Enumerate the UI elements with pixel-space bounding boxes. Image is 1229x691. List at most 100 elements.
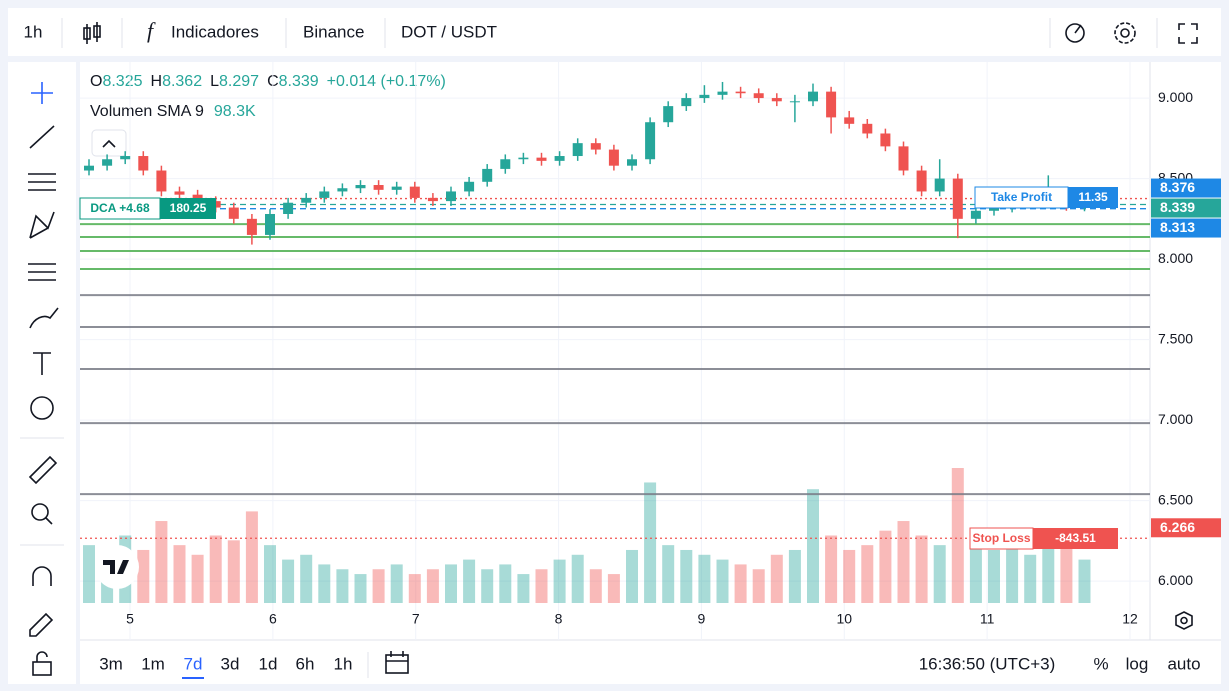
chevron <box>102 139 116 148</box>
candle-body <box>84 165 94 171</box>
volume-name: Volumen SMA 9 <box>90 103 204 120</box>
volume-bar <box>988 549 1000 603</box>
ohlc-key: L <box>210 73 219 90</box>
candle-body <box>808 91 818 102</box>
volume-bar <box>481 569 494 603</box>
chart-settings-button[interactable] <box>1175 611 1193 630</box>
volume-bar <box>499 564 512 603</box>
candle-body <box>916 170 927 192</box>
volume-bar <box>173 545 186 603</box>
volume-bar <box>716 559 729 603</box>
candle-body <box>934 178 945 192</box>
volume-bar <box>408 574 421 603</box>
volume-bar <box>607 574 620 603</box>
ohlc-value: 8.325 <box>102 73 142 90</box>
volume-bar <box>209 535 222 603</box>
clock: 16:36:50 (UTC+3) <box>919 654 1056 673</box>
y-tick-label: 9.000 <box>1158 89 1193 105</box>
candle-body <box>989 207 999 211</box>
volume-bar <box>1042 545 1055 603</box>
candle-body <box>373 185 384 190</box>
volume-bar <box>915 535 928 603</box>
volume-bar <box>734 564 747 603</box>
volume-bar <box>788 549 801 603</box>
candle-body <box>283 202 294 214</box>
volume-bar <box>1006 535 1019 603</box>
ohlc-value: 8.297 <box>219 73 259 90</box>
volume-bar <box>825 535 838 603</box>
candle-body <box>337 188 348 192</box>
volume-bar <box>155 521 168 603</box>
candle-body <box>464 181 475 192</box>
percent-toggle[interactable]: % <box>1093 654 1108 673</box>
fullscreen-button[interactable] <box>1178 23 1198 44</box>
y-tick-label: 6.500 <box>1158 491 1193 507</box>
x-tick-label: 9 <box>698 611 706 627</box>
order-amount-box[interactable] <box>160 198 216 219</box>
candle-body <box>880 133 891 147</box>
range-button[interactable]: 7d <box>184 654 203 673</box>
chart-type-button[interactable] <box>83 22 101 44</box>
settings-button[interactable] <box>1114 22 1136 44</box>
logo <box>95 545 139 589</box>
price-tag-label: 8.339 <box>1160 199 1195 215</box>
order-amount-box[interactable] <box>1033 528 1118 549</box>
candle-body <box>645 122 656 160</box>
volume-bar <box>770 554 783 603</box>
volume-bar <box>318 564 331 603</box>
price-tag-label: 8.376 <box>1160 179 1195 195</box>
volume-bar <box>264 545 276 603</box>
range-button[interactable]: 1h <box>334 654 353 673</box>
volume-bar <box>245 511 258 603</box>
auto-toggle[interactable]: auto <box>1167 654 1200 673</box>
volume-bar <box>426 569 439 603</box>
candle-body <box>826 91 837 118</box>
volume-bar <box>372 569 385 603</box>
candle-body <box>970 210 981 219</box>
candle-body <box>482 168 493 182</box>
candle-body <box>681 98 692 107</box>
candle-body <box>102 159 113 166</box>
order-label: Take Profit <box>991 190 1052 204</box>
drawing-tools[interactable] <box>28 82 59 676</box>
candle-body <box>319 191 330 198</box>
interval-button[interactable]: 1h <box>24 22 43 41</box>
grid <box>80 62 1150 640</box>
top-toolbar <box>8 8 1221 56</box>
range-button[interactable]: 3d <box>221 654 240 673</box>
exchange-button[interactable]: Binance <box>303 22 364 41</box>
volume-bar <box>191 554 204 603</box>
candle-body <box>663 106 674 123</box>
candle-body <box>789 101 800 103</box>
indicators-button[interactable]: Indicadores <box>171 22 259 41</box>
symbol-button[interactable]: DOT / USDT <box>401 22 497 41</box>
candle-body <box>735 91 746 94</box>
candle-body <box>301 197 312 203</box>
range-button[interactable]: 6h <box>296 654 315 673</box>
range-button[interactable]: 3m <box>99 654 123 673</box>
goto-date-button[interactable] <box>385 651 409 674</box>
volume-bar <box>752 569 765 603</box>
order-label: DCA +4.68 <box>90 201 150 215</box>
candle-body <box>898 146 909 171</box>
order-amount-box[interactable] <box>1068 187 1118 208</box>
log-toggle[interactable]: log <box>1126 654 1149 673</box>
range-button[interactable]: 1m <box>141 654 165 673</box>
candle-body <box>355 185 366 189</box>
alert-button[interactable] <box>1065 23 1085 43</box>
candle-body <box>120 156 131 160</box>
candle-body <box>771 98 782 102</box>
range-button[interactable]: 1d <box>259 654 278 673</box>
candle-body <box>391 186 402 190</box>
collapse-legend[interactable] <box>91 129 127 157</box>
ohlc-value: 8.339 <box>279 73 319 90</box>
candle-body <box>590 143 601 150</box>
volume-bar <box>354 574 367 603</box>
volume-bar <box>589 569 602 603</box>
separators <box>61 18 1158 48</box>
candle-body <box>699 94 710 99</box>
candle-body <box>717 91 728 95</box>
logo-mark <box>103 560 129 574</box>
price-tag-label: 6.266 <box>1160 519 1195 535</box>
